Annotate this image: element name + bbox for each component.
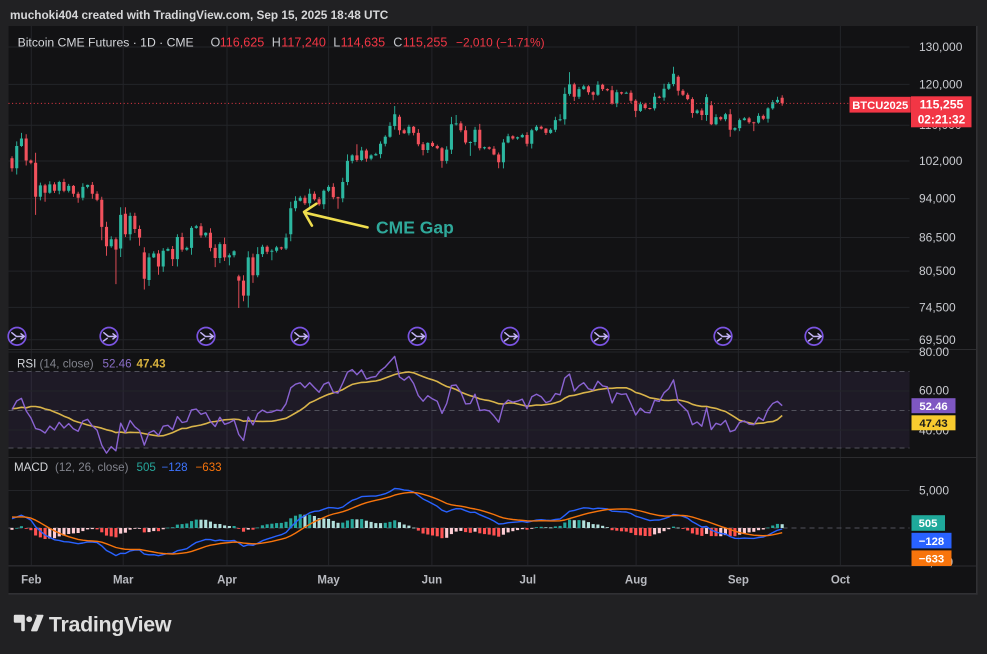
- svg-text:−633: −633: [919, 553, 944, 565]
- svg-text:Aug: Aug: [625, 575, 647, 587]
- svg-text:505: 505: [137, 461, 156, 474]
- svg-text:60.00: 60.00: [919, 384, 949, 398]
- svg-text:52.46: 52.46: [103, 358, 132, 371]
- svg-text:TradingView: TradingView: [49, 613, 172, 637]
- svg-text:Jun: Jun: [422, 575, 442, 587]
- svg-text:94,000: 94,000: [919, 192, 956, 206]
- svg-text:5,000: 5,000: [919, 484, 949, 498]
- svg-text:(12, 26, close): (12, 26, close): [55, 461, 129, 474]
- svg-text:L: L: [333, 36, 340, 50]
- svg-text:O: O: [211, 36, 221, 50]
- svg-text:RSI: RSI: [17, 358, 36, 371]
- svg-text:505: 505: [919, 518, 938, 530]
- svg-text:102,000: 102,000: [919, 154, 963, 168]
- svg-text:MACD: MACD: [14, 461, 48, 474]
- svg-text:Mar: Mar: [113, 575, 134, 587]
- svg-text:May: May: [317, 575, 340, 587]
- svg-text:116,625: 116,625: [220, 36, 265, 50]
- svg-text:117,240: 117,240: [281, 36, 326, 50]
- svg-text:120,000: 120,000: [919, 77, 963, 91]
- svg-text:Bitcoin CME Futures · 1D · CME: Bitcoin CME Futures · 1D · CME: [18, 36, 194, 50]
- svg-text:74,500: 74,500: [919, 300, 956, 314]
- svg-text:Oct: Oct: [831, 575, 850, 587]
- svg-text:115,255: 115,255: [920, 98, 964, 112]
- svg-text:CME Gap: CME Gap: [376, 218, 454, 238]
- svg-text:115,255: 115,255: [403, 36, 448, 50]
- svg-text:114,635: 114,635: [341, 36, 386, 50]
- svg-text:Sep: Sep: [728, 575, 749, 587]
- svg-text:47.43: 47.43: [137, 358, 167, 371]
- svg-text:52.46: 52.46: [919, 401, 947, 413]
- svg-text:Jul: Jul: [519, 575, 536, 587]
- svg-text:C: C: [393, 36, 402, 50]
- svg-text:Apr: Apr: [217, 575, 237, 587]
- svg-text:H: H: [272, 36, 281, 50]
- svg-text:−633: −633: [196, 461, 222, 474]
- svg-text:02:21:32: 02:21:32: [918, 113, 966, 127]
- svg-text:80.00: 80.00: [919, 345, 949, 359]
- svg-text:80,500: 80,500: [919, 264, 956, 278]
- svg-text:69,500: 69,500: [919, 333, 956, 347]
- svg-text:BTCU2025: BTCU2025: [852, 100, 908, 112]
- svg-text:muchoki404 created with Tradin: muchoki404 created with TradingView.com,…: [10, 8, 389, 22]
- svg-text:Feb: Feb: [21, 575, 41, 587]
- svg-text:−128: −128: [919, 536, 944, 548]
- svg-text:−128: −128: [162, 461, 188, 474]
- svg-text:(14, close): (14, close): [40, 358, 94, 371]
- svg-text:130,000: 130,000: [919, 40, 963, 54]
- svg-text:−2,010 (−1.71%): −2,010 (−1.71%): [456, 36, 545, 50]
- svg-text:86,500: 86,500: [919, 231, 956, 245]
- svg-text:47.43: 47.43: [919, 418, 947, 430]
